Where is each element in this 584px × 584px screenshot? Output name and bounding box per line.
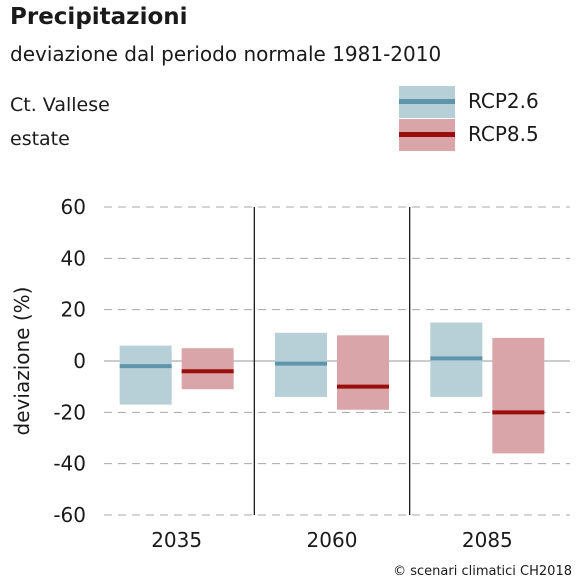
region-label: Ct. Vallese <box>10 94 110 116</box>
x-category-label: 2085 <box>462 528 513 552</box>
credit-text: © scenari climatici CH2018 <box>393 564 572 579</box>
y-tick-label: -60 <box>53 503 86 527</box>
y-tick-label: 60 <box>61 195 86 219</box>
range-box-rcp85 <box>492 337 545 454</box>
season-label: estate <box>10 128 70 150</box>
range-box-rcp26 <box>119 345 172 405</box>
x-category-label: 2035 <box>151 528 202 552</box>
y-tick-label: 0 <box>73 349 86 373</box>
chart-title: Precipitazioni <box>10 4 188 30</box>
legend-line-rcp26 <box>399 99 455 104</box>
legend-item-rcp85: RCP8.5 <box>399 119 579 153</box>
y-tick-label: 40 <box>61 246 86 270</box>
legend-label-rcp85: RCP8.5 <box>468 122 539 146</box>
y-tick-label: -40 <box>53 452 86 476</box>
y-axis-title: deviazione (%) <box>10 287 34 436</box>
y-tick-label: 20 <box>61 298 86 322</box>
legend-label-rcp26: RCP2.6 <box>468 89 539 113</box>
x-category-label: 2060 <box>307 528 358 552</box>
range-box-rcp85 <box>181 348 234 390</box>
range-box-rcp85 <box>337 335 389 410</box>
y-tick-label: -20 <box>53 400 86 424</box>
chart-subtitle: deviazione dal periodo normale 1981-2010 <box>10 42 442 66</box>
legend-item-rcp26: RCP2.6 <box>399 86 579 120</box>
legend-line-rcp85 <box>399 132 455 137</box>
